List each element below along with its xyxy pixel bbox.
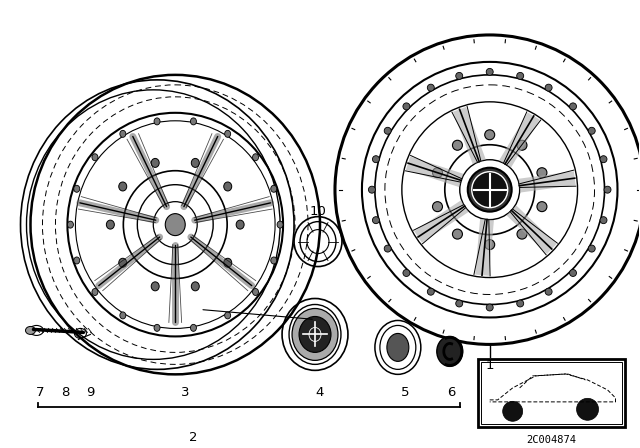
Ellipse shape <box>588 245 595 252</box>
Ellipse shape <box>119 258 127 267</box>
Ellipse shape <box>236 220 244 229</box>
Ellipse shape <box>433 168 442 178</box>
Ellipse shape <box>475 175 505 205</box>
Text: 1: 1 <box>486 359 494 372</box>
Ellipse shape <box>119 182 127 191</box>
Ellipse shape <box>253 154 259 161</box>
Text: 9: 9 <box>86 386 95 399</box>
Ellipse shape <box>517 229 527 239</box>
Ellipse shape <box>484 240 495 250</box>
Ellipse shape <box>151 282 159 291</box>
Ellipse shape <box>433 202 442 211</box>
Ellipse shape <box>74 185 80 192</box>
Ellipse shape <box>428 84 435 91</box>
Ellipse shape <box>154 118 160 125</box>
Ellipse shape <box>486 304 493 311</box>
Ellipse shape <box>545 84 552 91</box>
Text: 10: 10 <box>310 205 326 218</box>
Ellipse shape <box>372 217 380 224</box>
Ellipse shape <box>191 159 199 168</box>
Ellipse shape <box>600 217 607 224</box>
Ellipse shape <box>403 103 410 110</box>
Ellipse shape <box>387 333 409 362</box>
Text: 2: 2 <box>189 431 198 444</box>
Ellipse shape <box>120 130 126 138</box>
Ellipse shape <box>224 182 232 191</box>
Circle shape <box>577 398 598 420</box>
Ellipse shape <box>516 300 524 307</box>
Ellipse shape <box>456 73 463 79</box>
Ellipse shape <box>292 309 338 360</box>
Ellipse shape <box>74 257 80 264</box>
Ellipse shape <box>570 103 577 110</box>
Ellipse shape <box>191 282 199 291</box>
Text: 4: 4 <box>316 386 324 399</box>
Ellipse shape <box>277 221 283 228</box>
Ellipse shape <box>154 324 160 332</box>
Ellipse shape <box>92 154 98 161</box>
Ellipse shape <box>588 127 595 134</box>
Ellipse shape <box>26 327 35 334</box>
Text: 6: 6 <box>447 386 456 399</box>
Ellipse shape <box>537 202 547 211</box>
Ellipse shape <box>484 130 495 140</box>
Ellipse shape <box>224 258 232 267</box>
Ellipse shape <box>165 214 185 236</box>
Ellipse shape <box>517 140 527 150</box>
Ellipse shape <box>120 312 126 319</box>
Bar <box>477 359 625 427</box>
Ellipse shape <box>67 221 74 228</box>
Ellipse shape <box>486 69 493 75</box>
Ellipse shape <box>191 324 196 332</box>
Ellipse shape <box>369 186 376 193</box>
Ellipse shape <box>452 140 463 150</box>
Ellipse shape <box>106 220 115 229</box>
Ellipse shape <box>271 185 276 192</box>
Text: 3: 3 <box>181 386 189 399</box>
Ellipse shape <box>604 186 611 193</box>
Ellipse shape <box>472 172 508 207</box>
Ellipse shape <box>545 288 552 295</box>
Ellipse shape <box>468 168 511 211</box>
Ellipse shape <box>403 270 410 276</box>
Ellipse shape <box>600 156 607 163</box>
Text: 5: 5 <box>401 386 409 399</box>
Text: 2C004874: 2C004874 <box>527 435 577 445</box>
Text: 7: 7 <box>36 386 45 399</box>
Text: 8: 8 <box>61 386 70 399</box>
Ellipse shape <box>570 270 577 276</box>
Ellipse shape <box>456 300 463 307</box>
Ellipse shape <box>384 127 391 134</box>
Ellipse shape <box>537 168 547 178</box>
Ellipse shape <box>437 336 463 366</box>
Ellipse shape <box>372 156 380 163</box>
Ellipse shape <box>92 289 98 296</box>
Circle shape <box>502 401 523 421</box>
Ellipse shape <box>253 289 259 296</box>
Bar <box>481 362 623 424</box>
Ellipse shape <box>516 73 524 79</box>
Ellipse shape <box>191 118 196 125</box>
Ellipse shape <box>225 312 230 319</box>
Ellipse shape <box>225 130 230 138</box>
Ellipse shape <box>452 229 463 239</box>
Ellipse shape <box>299 316 331 353</box>
Ellipse shape <box>271 257 276 264</box>
Ellipse shape <box>151 159 159 168</box>
Ellipse shape <box>384 245 391 252</box>
Ellipse shape <box>428 288 435 295</box>
